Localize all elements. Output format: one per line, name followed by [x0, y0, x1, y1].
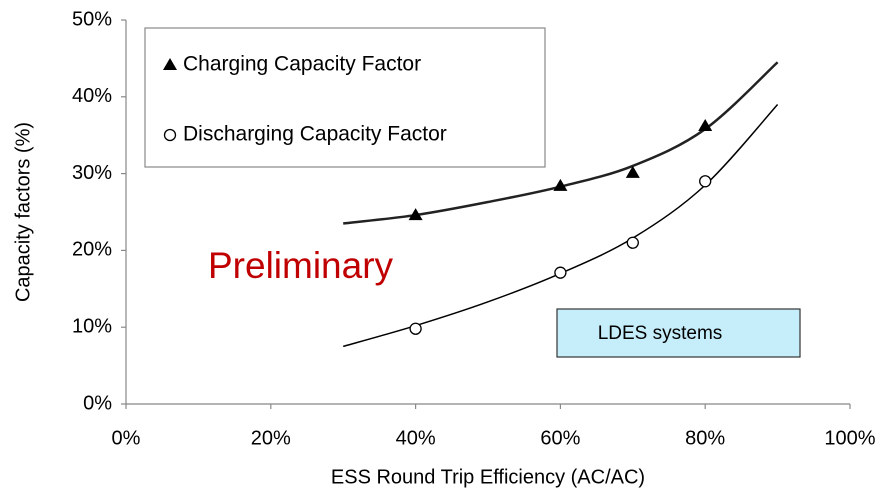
point [626, 236, 639, 249]
y-tick-label: 40% [72, 85, 112, 107]
y-axis-title: Capacity factors (%) [12, 122, 34, 302]
legend-marker [163, 128, 177, 142]
point [553, 178, 568, 191]
x-axis-title: ESS Round Trip Efficiency (AC/AC) [331, 466, 645, 488]
point [409, 322, 422, 335]
y-tick-label: 50% [72, 8, 112, 30]
annotation-box [556, 308, 801, 358]
point [699, 175, 712, 188]
y-tick-label: 10% [72, 315, 112, 337]
x-tick-label: 100% [824, 427, 875, 449]
y-tick-label: 0% [83, 392, 112, 414]
point [554, 266, 567, 279]
legend-marker [163, 58, 177, 70]
point [625, 165, 640, 178]
point [698, 118, 713, 131]
point [408, 208, 423, 221]
legend-box [144, 27, 546, 168]
legend-label: Charging Capacity Factor [183, 53, 421, 76]
x-tick-label: 20% [251, 427, 291, 449]
legend-label: Discharging Capacity Factor [183, 123, 447, 146]
annotation: Preliminary [208, 245, 394, 286]
x-tick-label: 60% [540, 427, 580, 449]
y-tick-label: 30% [72, 162, 112, 184]
y-tick-label: 20% [72, 239, 112, 261]
x-tick-label: 40% [396, 427, 436, 449]
annotation: LDES systems [598, 323, 723, 344]
x-tick-label: 0% [112, 427, 141, 449]
x-tick-label: 80% [685, 427, 725, 449]
